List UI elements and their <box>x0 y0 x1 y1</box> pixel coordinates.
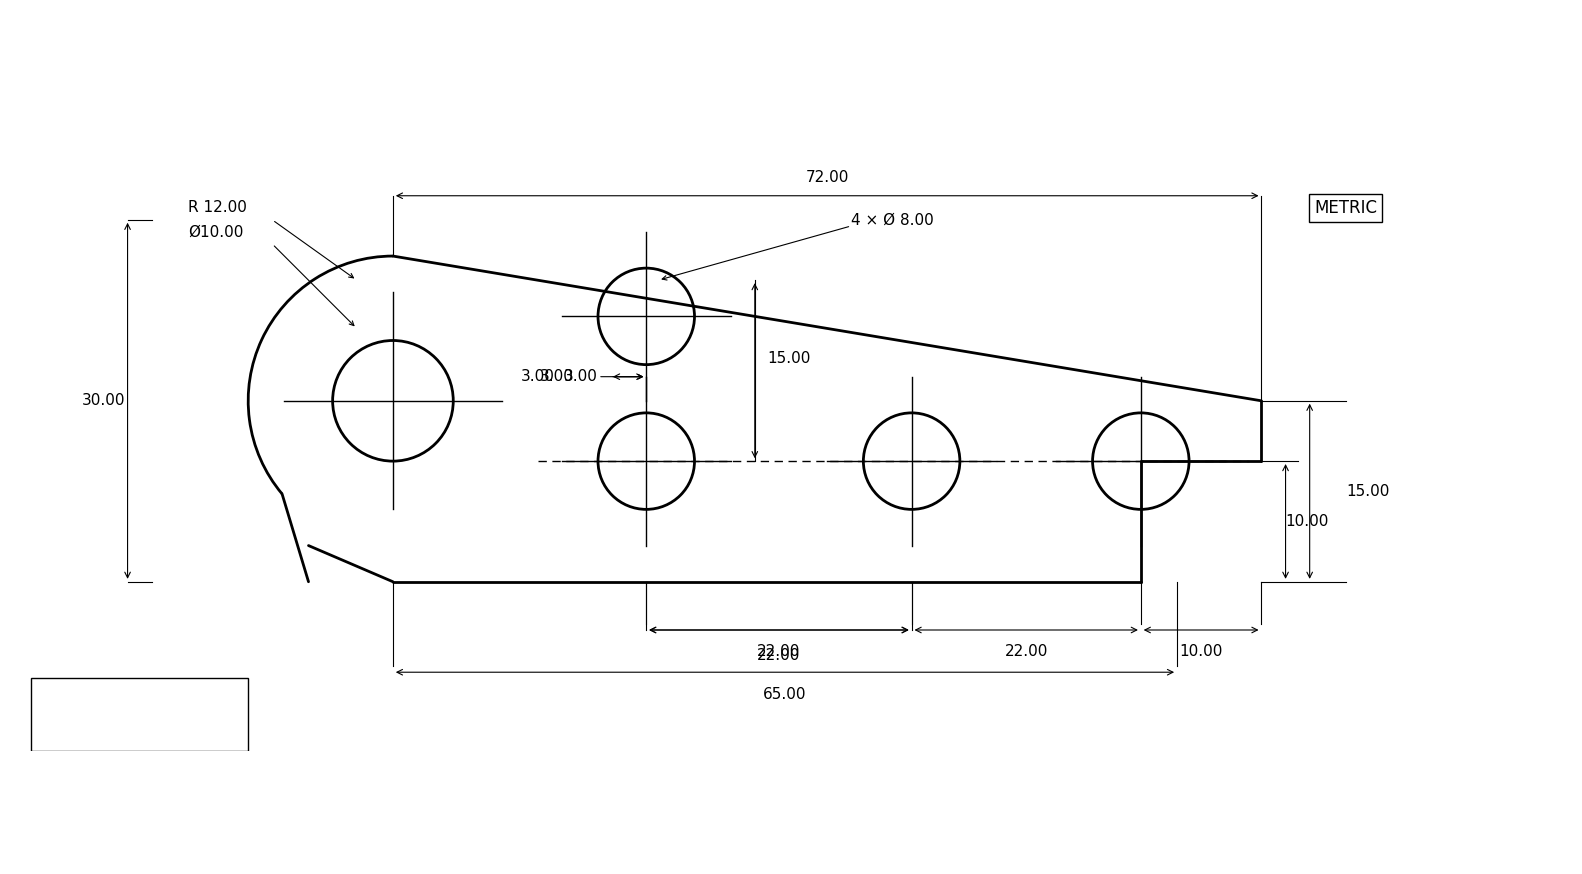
FancyBboxPatch shape <box>32 678 248 751</box>
Text: R 12.00: R 12.00 <box>188 200 247 215</box>
Text: 4 × Ø 8.00: 4 × Ø 8.00 <box>851 212 933 227</box>
Text: 30.00: 30.00 <box>82 393 125 408</box>
Text: 65.00: 65.00 <box>763 687 807 702</box>
Text: 22.00: 22.00 <box>758 644 800 660</box>
Text: 22.00: 22.00 <box>1005 644 1047 660</box>
Text: 15.00: 15.00 <box>767 351 810 366</box>
Text: 15.00: 15.00 <box>1346 484 1389 499</box>
Text: Ø10.00: Ø10.00 <box>188 225 244 239</box>
Text: 10.00: 10.00 <box>1180 644 1223 660</box>
Text: 3.00: 3.00 <box>539 369 574 385</box>
Text: 72.00: 72.00 <box>805 170 850 185</box>
Text: 22.00: 22.00 <box>758 649 800 663</box>
Text: 3.00: 3.00 <box>565 369 598 385</box>
Text: 3.00: 3.00 <box>520 369 555 385</box>
Text: METRIC: METRIC <box>1315 198 1378 217</box>
Text: 10.00: 10.00 <box>1286 514 1329 529</box>
